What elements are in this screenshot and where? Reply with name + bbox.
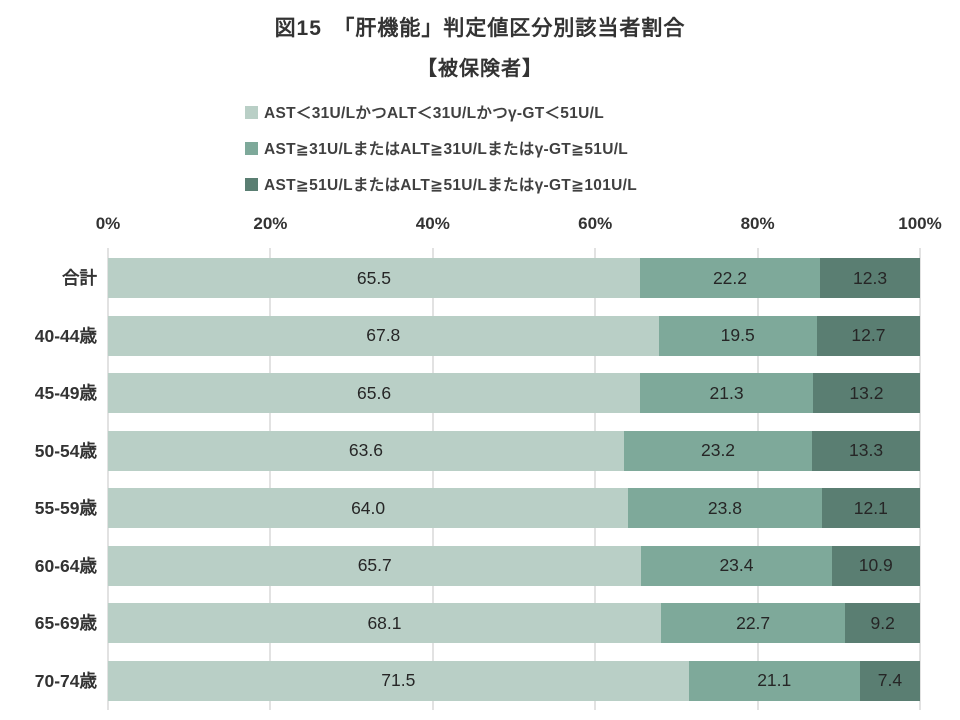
legend-label: AST≧31U/LまたはALT≧31U/Lまたはγ-GT≧51U/L [264, 141, 629, 158]
bar-value-label: 12.1 [853, 497, 888, 518]
gridline [107, 248, 109, 710]
category-label: 45-49歳 [34, 383, 97, 403]
bar-segment-series2: 22.7 [660, 603, 846, 643]
bar-value-label: 13.2 [849, 382, 884, 403]
x-axis-tick-label: 20% [253, 214, 288, 233]
bar-value-label: 64.0 [351, 497, 386, 518]
bar-segment-series1: 65.6 [108, 373, 641, 413]
bar-value-label: 67.8 [366, 325, 401, 345]
bar-row: 合計 65.5 22.2 12.3 [62, 258, 920, 298]
x-axis-tick-label: 100% [898, 214, 942, 233]
bar-value-label: 13.3 [849, 440, 884, 460]
bar-segment-series2: 21.1 [688, 660, 860, 701]
bar-segment-series2: 23.8 [628, 488, 822, 528]
bar-value-label: 10.9 [858, 555, 893, 575]
gridline [756, 248, 759, 710]
bar-segment-series3: 7.4 [859, 660, 920, 701]
category-label: 合計 [62, 268, 97, 288]
category-label: 65-69歳 [34, 613, 97, 633]
category-label: 70-74歳 [34, 670, 97, 691]
plot-area: 合計 65.5 22.2 12.3 40-44歳 67.8 19.5 12.7 45-49歳 65… [35, 248, 921, 710]
legend-swatch-icon [245, 177, 258, 191]
bar-segment-series1: 67.8 [108, 315, 659, 356]
bar-value-label: 65.7 [357, 555, 392, 575]
bar-value-label: 21.1 [757, 670, 792, 690]
legend-swatch-icon [245, 141, 258, 155]
bar-value-label: 71.5 [381, 670, 416, 690]
bar-segment-series3: 9.2 [845, 603, 920, 643]
legend-label: AST＜31U/LかつALT＜31U/Lかつγ-GT＜51U/L [264, 105, 605, 122]
legend-label: AST≧51U/LまたはALT≧51U/Lまたはγ-GT≧101U/L [264, 177, 637, 194]
bar-value-label: 22.7 [736, 612, 771, 633]
bar-row: 70-74歳 71.5 21.1 7.4 [35, 660, 920, 701]
bar-segment-series2: 22.2 [639, 258, 821, 298]
bar-value-label: 23.2 [700, 440, 736, 460]
bar-row: 40-44歳 67.8 19.5 12.7 [35, 315, 920, 356]
bar-value-label: 21.3 [709, 382, 744, 403]
bar-segment-series3: 12.3 [820, 258, 920, 298]
bar-row: 65-69歳 68.1 22.7 9.2 [35, 603, 920, 643]
page-subtitle: 【被保険者】 [417, 58, 543, 80]
legend-item: AST≧31U/LまたはALT≧31U/Lまたはγ-GT≧51U/L [245, 130, 715, 166]
bar-value-label: 68.1 [367, 612, 402, 633]
bar-segment-series1: 71.5 [108, 660, 689, 701]
bar-segment-series3: 12.1 [821, 488, 920, 528]
bar-segment-series2: 21.3 [640, 373, 813, 413]
gridline [919, 248, 921, 710]
gridline [269, 248, 272, 710]
bar-row: 55-59歳 64.0 23.8 12.1 [35, 488, 920, 528]
bar-value-label: 65.5 [356, 267, 391, 288]
bar-segment-series3: 10.9 [831, 545, 921, 586]
category-label: 55-59歳 [34, 498, 97, 518]
bar-value-label: 23.4 [719, 555, 754, 575]
page-title: 図15 「肝機能」判定値区分別該当者割合 [274, 17, 686, 40]
bar-segment-series1: 63.6 [108, 430, 624, 471]
bar-value-label: 63.6 [348, 440, 383, 460]
x-axis-tick-label: 60% [578, 214, 613, 233]
bar-value-label: 65.6 [357, 382, 392, 403]
bar-segment-series2: 23.4 [641, 545, 832, 586]
bar-segment-series3: 13.3 [812, 430, 921, 471]
x-axis-tick-label: 0% [95, 214, 121, 233]
category-label: 50-54歳 [34, 440, 97, 461]
bar-segment-series1: 65.5 [108, 258, 640, 298]
category-label: 40-44歳 [34, 325, 97, 346]
bar-segment-series3: 13.2 [812, 373, 920, 413]
bar-row: 50-54歳 63.6 23.2 13.3 [35, 430, 921, 471]
bar-value-label: 7.4 [877, 670, 903, 690]
x-axis: 0% 20% 40% 60% 80% 100% [96, 214, 942, 238]
gridline [431, 248, 434, 710]
bar-value-label: 22.2 [712, 267, 748, 288]
x-axis-tick-label: 80% [740, 214, 775, 233]
bar-value-label: 12.7 [851, 325, 886, 345]
bar-segment-series1: 64.0 [108, 488, 629, 528]
x-axis-tick-label: 40% [415, 214, 450, 233]
bar-segment-series1: 65.7 [108, 545, 642, 586]
bar-value-label: 23.8 [707, 497, 742, 518]
bar-row: 45-49歳 65.6 21.3 13.2 [35, 373, 920, 413]
bar-value-label: 9.2 [870, 612, 895, 633]
gridline [594, 248, 597, 710]
bar-segment-series3: 12.7 [816, 315, 920, 356]
legend-items: AST＜31U/LかつALT＜31U/Lかつγ-GT＜51U/L AST≧31U… [245, 94, 715, 202]
category-label: 60-64歳 [34, 555, 97, 576]
bar-segment-series1: 68.1 [108, 603, 661, 643]
bar-value-label: 19.5 [720, 325, 755, 345]
legend-item: AST＜31U/LかつALT＜31U/Lかつγ-GT＜51U/L [245, 94, 715, 130]
bar-value-label: 12.3 [853, 267, 888, 288]
bar-segment-series2: 19.5 [658, 315, 817, 356]
legend-item: AST≧51U/LまたはALT≧51U/Lまたはγ-GT≧101U/L [245, 166, 715, 202]
bar-row: 60-64歳 65.7 23.4 10.9 [35, 545, 921, 586]
legend: AST＜31U/LかつALT＜31U/Lかつγ-GT＜51U/L AST≧31U… [0, 94, 960, 202]
bar-segment-series2: 23.2 [623, 430, 813, 471]
legend-swatch-icon [245, 105, 258, 119]
